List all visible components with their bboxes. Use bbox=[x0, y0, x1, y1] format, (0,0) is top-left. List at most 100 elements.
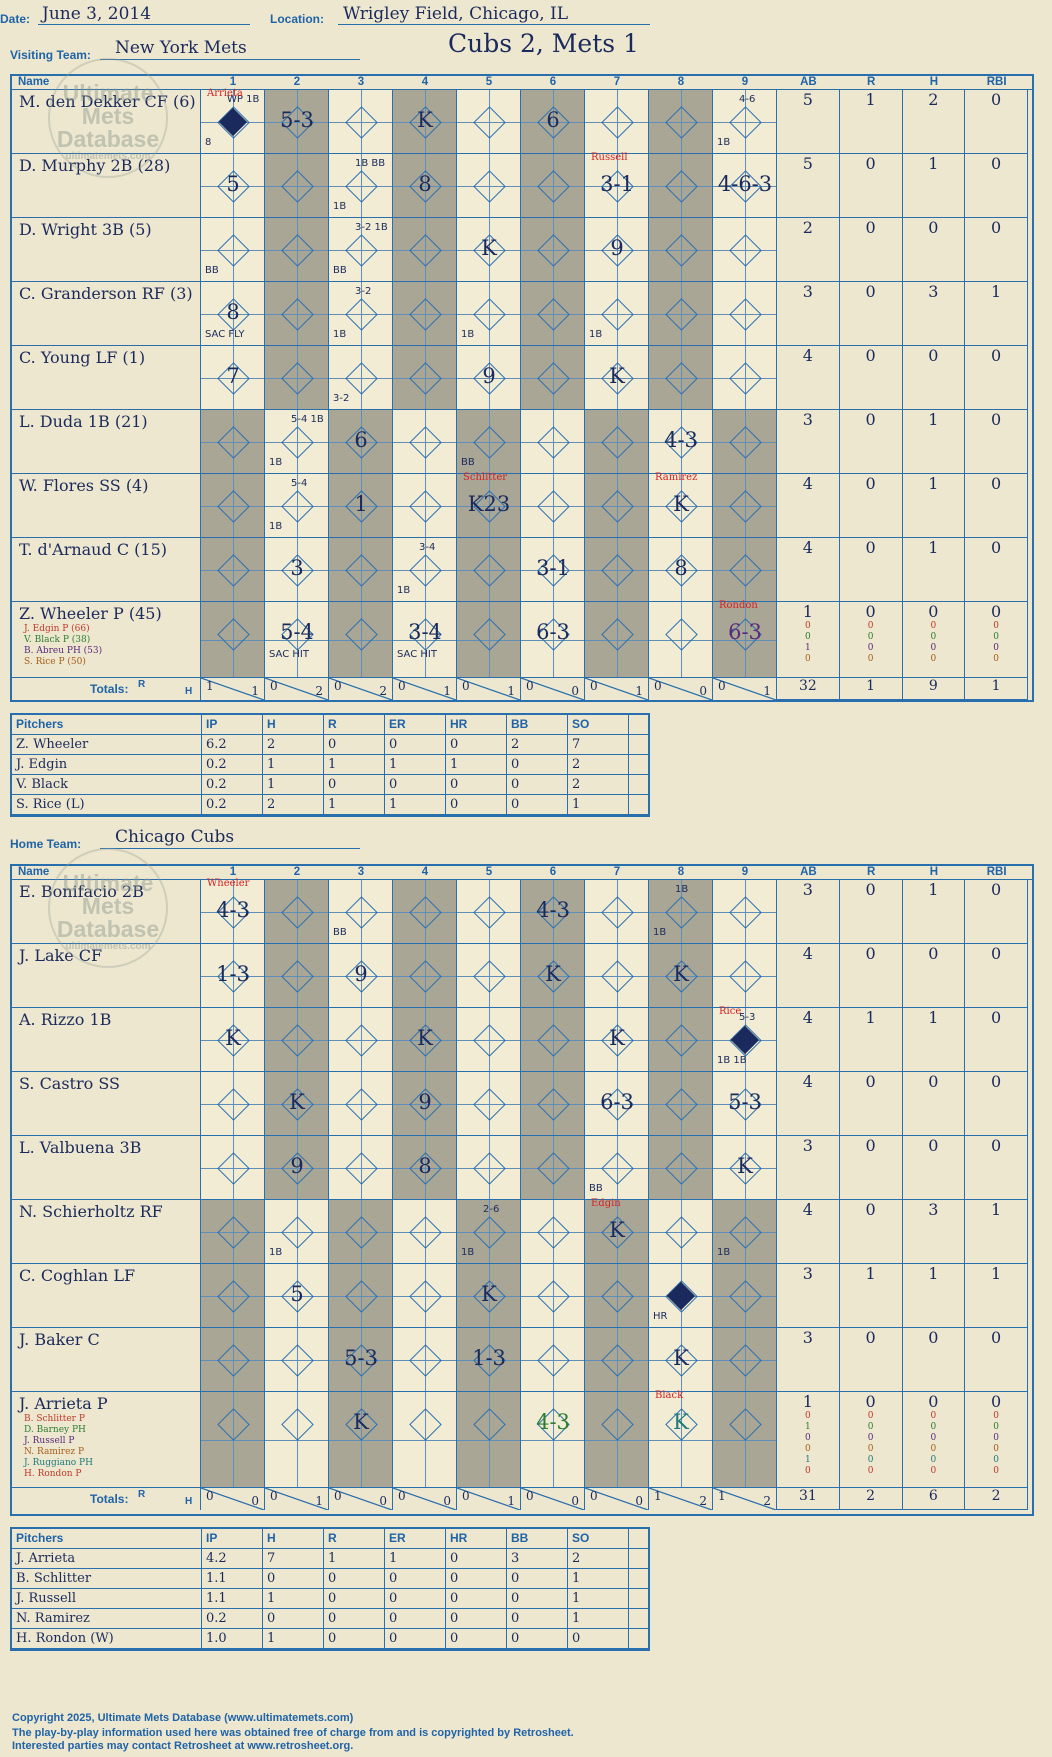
basepath-diamond bbox=[665, 1152, 698, 1185]
play-notation: 6 bbox=[521, 90, 585, 154]
play-note-bottom: 1B bbox=[333, 201, 347, 212]
at-bat-cell bbox=[713, 154, 777, 218]
inning-hits: 1 bbox=[507, 684, 515, 698]
at-bat-cell bbox=[329, 218, 393, 282]
at-bat-cell bbox=[521, 282, 585, 346]
basepath-diamond bbox=[473, 960, 506, 993]
at-bat-cell bbox=[201, 538, 265, 602]
name-column-header: Name bbox=[18, 76, 50, 88]
batter-r: 0 bbox=[839, 1328, 903, 1392]
cell-grid-line bbox=[552, 1264, 554, 1327]
at-bat-cell bbox=[265, 1264, 329, 1328]
cell-grid-line bbox=[680, 346, 682, 409]
watermark-text: ultimatemets.com bbox=[65, 941, 151, 952]
play-result: K bbox=[545, 962, 561, 986]
at-bat-cell bbox=[713, 1072, 777, 1136]
inning-runs: 0 bbox=[654, 679, 662, 693]
play-note-top: 3-2 1B bbox=[355, 222, 388, 233]
inning-runs: 1 bbox=[718, 1489, 726, 1503]
batter-r: 0 bbox=[839, 1136, 903, 1200]
cell-grid-line bbox=[296, 602, 298, 677]
batter-name-cell: W. Flores SS (4) bbox=[12, 474, 201, 538]
basepath-diamond bbox=[281, 362, 314, 395]
cell-grid-line bbox=[424, 1072, 426, 1135]
play-notation: 3-2 1B BB bbox=[329, 218, 393, 282]
pitcher-stat: 0 bbox=[263, 1569, 324, 1588]
batter-r: 0 bbox=[839, 346, 903, 410]
pitcher-stat: 1 bbox=[385, 1549, 446, 1568]
pitcher-stat: 0 bbox=[446, 795, 507, 814]
pitcher-stat: 0 bbox=[385, 1589, 446, 1608]
inning-hits: 1 bbox=[763, 684, 771, 698]
play-note-bottom: 1B bbox=[269, 521, 283, 532]
pitcher-change-label: Rice bbox=[719, 1006, 742, 1017]
cell-grid-line bbox=[616, 1136, 618, 1199]
at-bat-cell bbox=[329, 90, 393, 154]
at-bat-cell bbox=[521, 538, 585, 602]
batter-rbi: 0 bbox=[965, 154, 1028, 218]
basepath-diamond bbox=[729, 298, 762, 331]
cell-grid-line bbox=[424, 474, 426, 537]
batter-ab: 3 bbox=[777, 880, 840, 944]
play-note-bottom: 1B bbox=[269, 457, 283, 468]
cell-grid-line bbox=[296, 538, 298, 601]
batter-ab: 5 bbox=[777, 90, 840, 154]
basepath-diamond bbox=[729, 1408, 762, 1441]
pitcher-stat: 0 bbox=[507, 755, 568, 774]
at-bat-cell bbox=[265, 410, 329, 474]
play-notation: 1-3 bbox=[457, 1328, 521, 1392]
basepath-diamond bbox=[665, 170, 698, 203]
substitutes-list: J. Edgin P (66) V. Black P (38) B. Abreu P… bbox=[24, 624, 102, 668]
batter-rbi: 1 bbox=[965, 1264, 1028, 1328]
play-notation: 4-6 1B bbox=[713, 90, 777, 154]
stat-value: 4 bbox=[802, 1200, 813, 1219]
cell-grid-line bbox=[296, 410, 298, 473]
pitcher-stat: 0 bbox=[446, 1569, 507, 1588]
at-bat-cell bbox=[713, 346, 777, 410]
at-bat-cell bbox=[329, 880, 393, 944]
stat-value: 1 bbox=[991, 1264, 1002, 1283]
stat-value: 0 bbox=[991, 880, 1002, 899]
at-bat-cell bbox=[649, 1328, 713, 1392]
cell-grid-line bbox=[232, 1264, 234, 1327]
pitcher-stat: 0.2 bbox=[202, 795, 263, 814]
stat-value: 0 bbox=[865, 1072, 876, 1091]
inning-hits: 1 bbox=[315, 1494, 323, 1508]
at-bat-cell bbox=[265, 880, 329, 944]
stat-value: 5 bbox=[802, 90, 813, 109]
cell-grid-line bbox=[424, 282, 426, 345]
pitcher-stat: 1 bbox=[568, 795, 629, 814]
stat-value: 0 bbox=[865, 410, 876, 429]
basepath-diamond bbox=[729, 896, 762, 929]
at-bat-cell bbox=[265, 282, 329, 346]
inning-runs: 0 bbox=[206, 1489, 214, 1503]
stat-value: 0 bbox=[991, 538, 1002, 557]
cell-grid-line bbox=[424, 218, 426, 281]
batter-h: 0 bbox=[902, 1072, 966, 1136]
play-result: 6-3 bbox=[728, 620, 762, 644]
play-notation: BB bbox=[329, 880, 393, 944]
substitute-stat: 0 bbox=[867, 654, 874, 664]
play-note-bottom: 1B bbox=[589, 329, 603, 340]
inning-header: 2 bbox=[293, 76, 301, 88]
play-result: 6-3 bbox=[536, 620, 570, 644]
pitcher-stat: 0 bbox=[446, 1609, 507, 1628]
pitcher-stat: S. Rice (L) bbox=[12, 795, 202, 814]
play-result: 3-1 bbox=[600, 172, 634, 196]
cell-grid-line bbox=[616, 538, 618, 601]
basepath-diamond bbox=[537, 1280, 570, 1313]
pitching-column-header: IP bbox=[202, 1529, 263, 1548]
basepath-diamond bbox=[217, 1152, 250, 1185]
batter-r: 1 bbox=[839, 1264, 903, 1328]
inning-runs: 0 bbox=[526, 1489, 534, 1503]
basepath-diamond bbox=[281, 170, 314, 203]
watermark-text: ultimatemets.com bbox=[65, 151, 151, 162]
batter-rbi: 0 bbox=[965, 1136, 1028, 1200]
substitute-stat: 0 bbox=[930, 643, 937, 653]
batter-ab: 4 bbox=[777, 538, 840, 602]
